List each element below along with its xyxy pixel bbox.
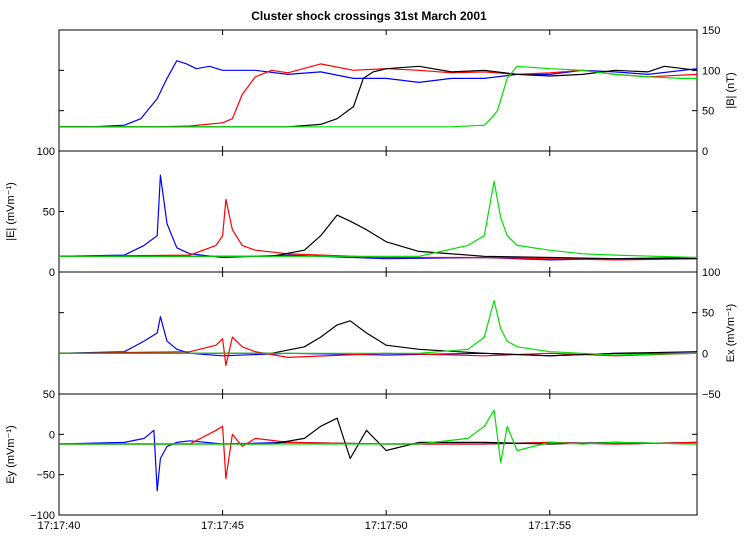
x-tick-label: 17:17:45 [201,520,244,532]
series-line-blue [59,60,698,128]
panel-frame [58,29,698,152]
y-tick-label: 0 [49,267,55,279]
y-tick-label: 50 [43,389,55,401]
y-tick-label: −50 [702,389,721,401]
y-axis-label: Ex (mVm⁻¹) [725,304,737,362]
y-axis-label: |E| (mVm⁻¹) [5,182,17,241]
series-line-blue [58,316,697,357]
series-line-red [58,198,698,261]
y-tick-label: 50 [43,207,55,219]
panel-E: 0 50 100 |E| (mVm⁻¹) [5,146,698,279]
x-tick-label: 17:17:50 [365,520,408,532]
series-line-red [59,63,698,128]
x-tick-label: 17:17:40 [38,520,81,532]
y-tick-label: 100 [702,267,720,279]
y-tick-label: 50 [702,308,714,320]
x-tick-label: 17:17:55 [528,520,571,532]
y-axis-label: Ey (mVm⁻¹) [5,425,17,483]
series-line-green [59,299,698,356]
series-line-black [59,214,697,260]
panel-Ex: −50 0 50 100 Ex (mVm⁻¹) [58,267,737,401]
panel-frame [58,393,698,516]
y-tick-label: 100 [37,146,55,158]
panel-Ey: −100 −50 0 50 Ey (mVm⁻¹) [5,389,698,522]
series-line-red [58,336,698,367]
chart-title: Cluster shock crossings 31st March 2001 [251,9,487,23]
y-tick-label: 100 [702,65,720,77]
series-line-green [59,409,698,464]
y-tick-label: 0 [702,146,708,158]
y-tick-label: −100 [30,510,55,522]
y-tick-label: −50 [36,470,55,482]
panels: 0 50 100 150 |B| (nT) 0 50 100 |E| (mVm⁻¹) −50 0 50… [5,25,737,532]
panel-frame [58,271,698,395]
series-line-green [59,65,697,128]
series-line-black [59,417,698,460]
series-line-blue [58,429,698,492]
series-line-green [59,180,698,259]
panel-B: 0 50 100 150 |B| (nT) [58,25,737,158]
series-line-black [59,320,698,357]
y-tick-label: 50 [702,106,714,118]
y-tick-label: 0 [49,429,55,441]
series-line-black [59,65,698,128]
y-tick-label: 0 [702,348,708,360]
panel-frame [58,150,698,273]
series-line-red [59,425,698,480]
series-line-blue [58,174,698,261]
y-axis-label: |B| (nT) [725,72,737,108]
y-tick-label: 150 [702,25,720,37]
